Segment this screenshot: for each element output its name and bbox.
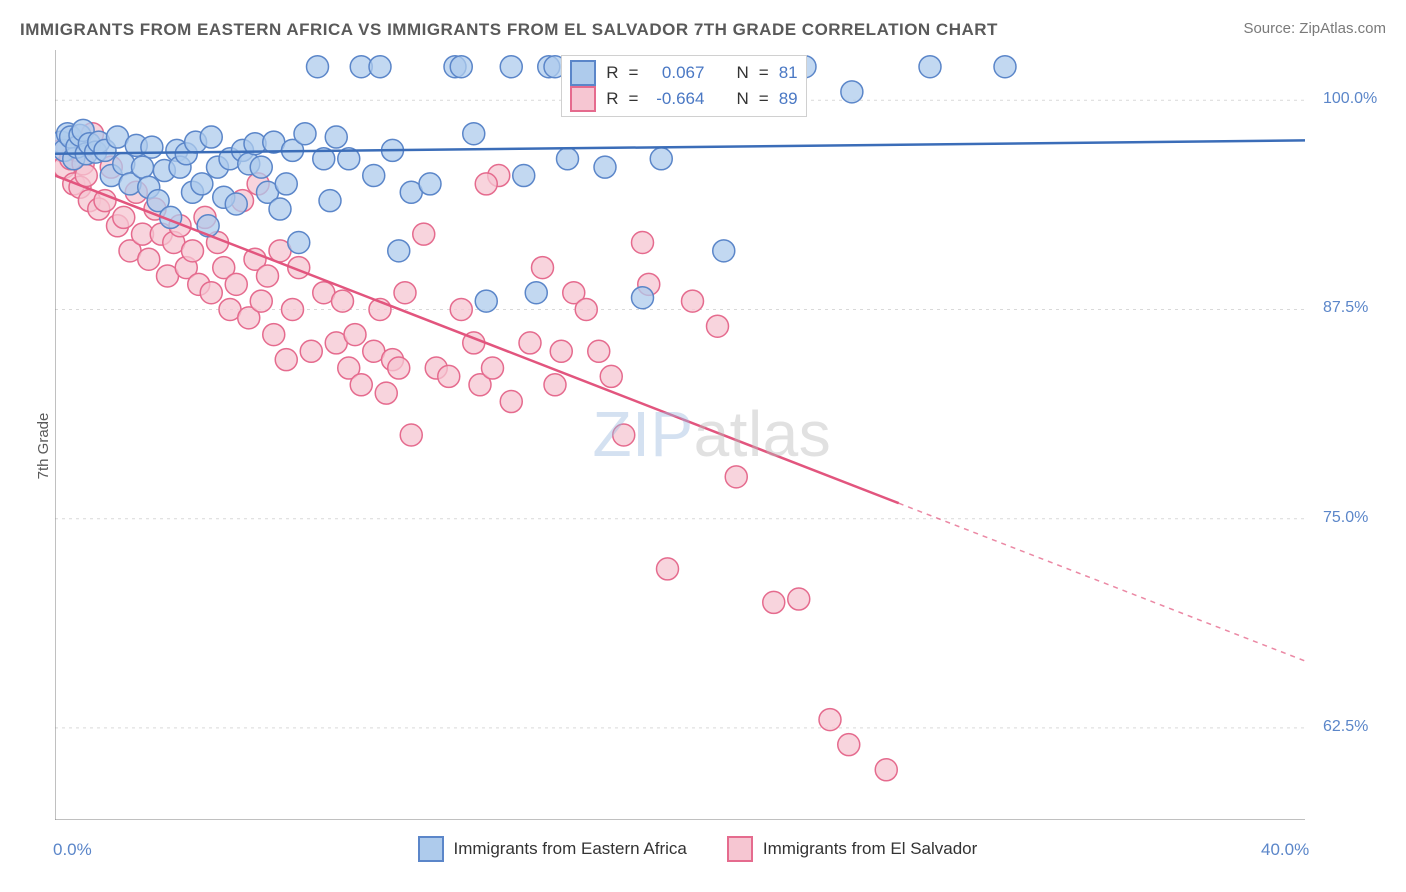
legend-n-label: N <box>736 61 748 85</box>
legend-eq: = <box>759 87 769 111</box>
legend-eq: = <box>759 61 769 85</box>
y-tick-label: 75.0% <box>1323 509 1368 527</box>
legend-r-label: R <box>606 61 618 85</box>
series-b-label: Immigrants from El Salvador <box>763 839 977 859</box>
legend-r-label: R <box>606 87 618 111</box>
x-axis-min-label: 0.0% <box>53 840 92 860</box>
bottom-legend-item-a: Immigrants from Eastern Africa <box>418 836 687 862</box>
series-b-n-value: 89 <box>779 87 798 111</box>
y-axis-label: 7th Grade <box>35 413 52 480</box>
y-tick-label: 100.0% <box>1323 90 1377 108</box>
series-a-swatch-icon <box>418 836 444 862</box>
chart-title: IMMIGRANTS FROM EASTERN AFRICA VS IMMIGR… <box>20 20 998 40</box>
correlation-legend: R = 0.067 N = 81 R = -0.664 N = 89 <box>561 55 806 117</box>
plot-area: R = 0.067 N = 81 R = -0.664 N = 89 ZIPat… <box>55 50 1305 820</box>
series-b-r-value: -0.664 <box>648 87 704 111</box>
scatter-svg <box>55 50 1305 820</box>
series-b-swatch-icon <box>727 836 753 862</box>
series-b-swatch-icon <box>570 86 596 112</box>
legend-n-label: N <box>736 87 748 111</box>
legend-eq: = <box>629 61 639 85</box>
source-label: Source: ZipAtlas.com <box>1243 20 1386 37</box>
legend-row-b: R = -0.664 N = 89 <box>570 86 797 112</box>
series-a-label: Immigrants from Eastern Africa <box>454 839 687 859</box>
bottom-legend: Immigrants from Eastern Africa Immigrant… <box>418 836 978 862</box>
series-a-r-value: 0.067 <box>648 61 704 85</box>
y-tick-label: 62.5% <box>1323 718 1368 736</box>
series-a-n-value: 81 <box>779 61 798 85</box>
x-axis-max-label: 40.0% <box>1261 840 1309 860</box>
series-a-swatch-icon <box>570 60 596 86</box>
legend-row-a: R = 0.067 N = 81 <box>570 60 797 86</box>
legend-eq: = <box>629 87 639 111</box>
bottom-legend-item-b: Immigrants from El Salvador <box>727 836 977 862</box>
y-tick-label: 87.5% <box>1323 299 1368 317</box>
